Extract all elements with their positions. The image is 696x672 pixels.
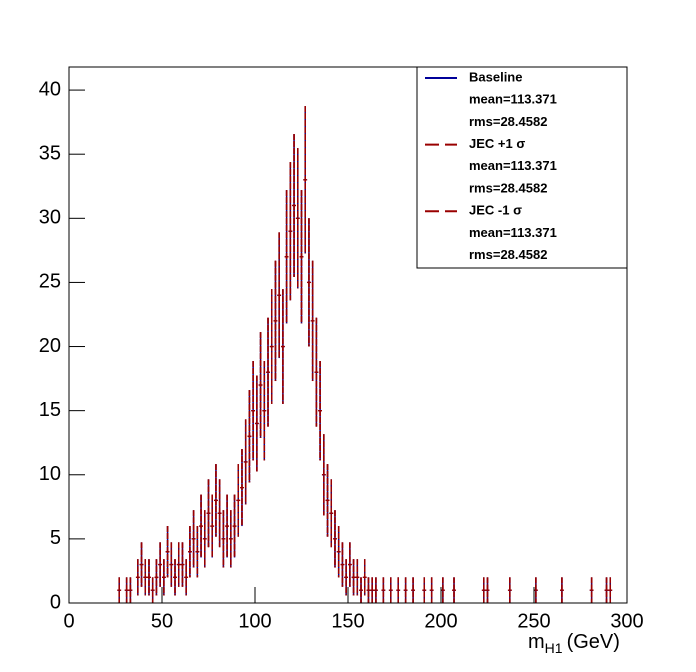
y-tick-label: 0	[50, 591, 61, 613]
legend-stat: rms=28.4582	[469, 247, 547, 262]
legend-label: JEC -1 σ	[469, 203, 522, 218]
x-tick-label: 250	[517, 610, 550, 632]
y-tick-label: 25	[39, 271, 61, 293]
x-tick-label: 0	[63, 610, 74, 632]
x-tick-label: 100	[238, 610, 271, 632]
y-tick-label: 5	[50, 527, 61, 549]
y-tick-label: 15	[39, 399, 61, 421]
x-tick-label: 300	[610, 610, 643, 632]
x-tick-label: 200	[424, 610, 457, 632]
x-label-unit: (GeV)	[567, 631, 620, 653]
x-label-sub: H1	[545, 640, 563, 656]
plot-area	[117, 106, 613, 603]
legend-stat: rms=28.4582	[469, 114, 547, 129]
y-tick-label: 35	[39, 142, 61, 164]
y-tick-label: 30	[39, 207, 61, 229]
y-tick-label: 10	[39, 463, 61, 485]
x-label-main: m	[528, 631, 545, 653]
y-tick-label: 40	[39, 78, 61, 100]
legend-label: Baseline	[469, 69, 522, 84]
x-tick-label: 50	[151, 610, 173, 632]
legend-box	[416, 66, 628, 269]
x-axis-label: mH1 (GeV)	[528, 631, 620, 655]
legend-stat: rms=28.4582	[469, 180, 547, 195]
legend-stat: mean=113.371	[469, 158, 557, 173]
x-tick-label: 150	[331, 610, 364, 632]
legend-stat: mean=113.371	[469, 225, 557, 240]
legend-label: JEC +1 σ	[469, 136, 525, 151]
y-tick-label: 20	[39, 335, 61, 357]
legend-stat: mean=113.371	[469, 92, 557, 107]
